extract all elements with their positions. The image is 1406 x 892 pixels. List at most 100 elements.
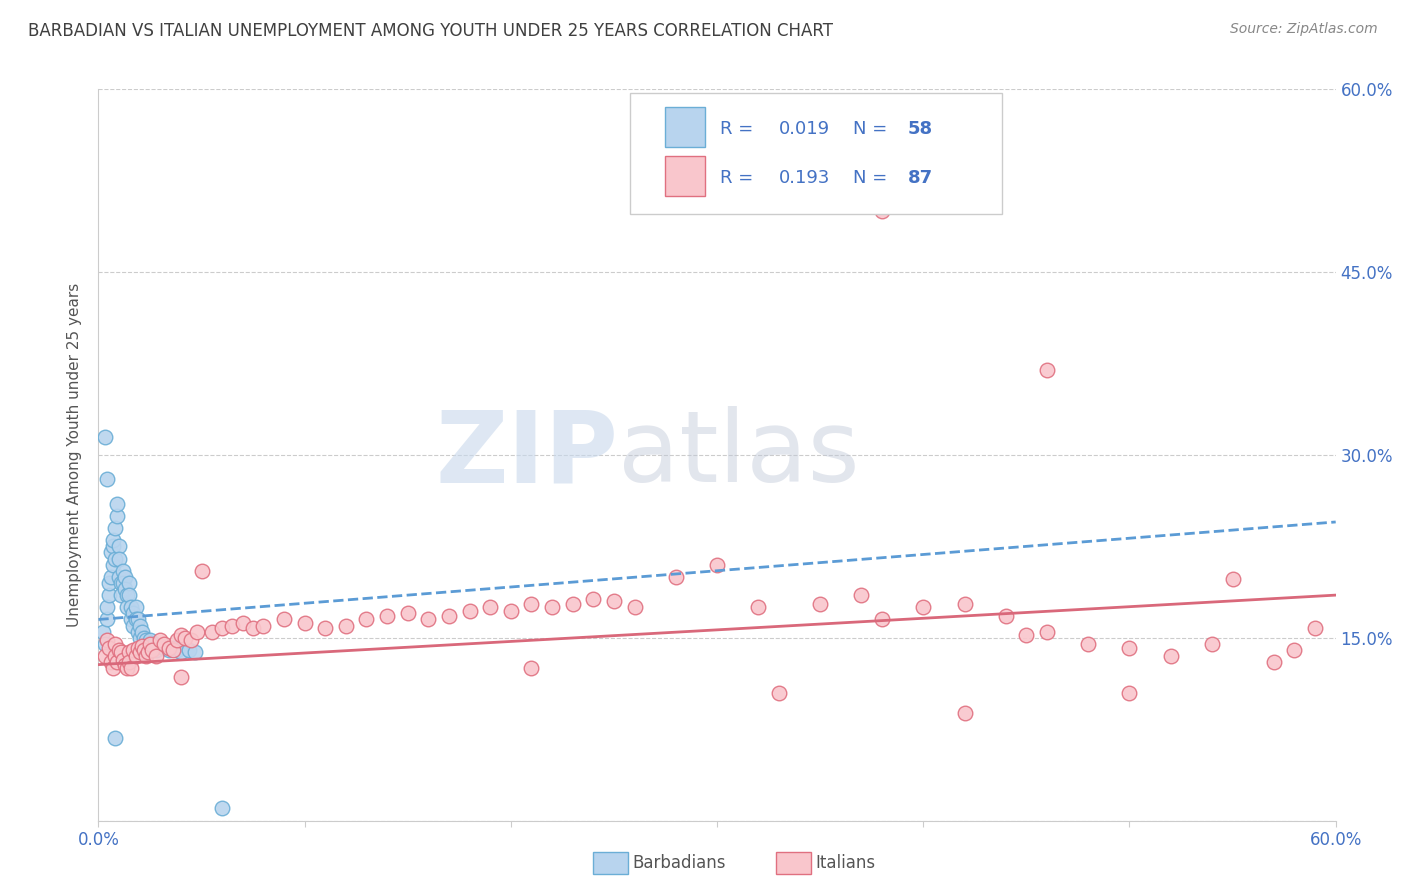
Point bbox=[170, 628, 193, 642]
Point bbox=[122, 643, 145, 657]
Point bbox=[101, 533, 124, 548]
Point bbox=[1015, 628, 1038, 642]
Point bbox=[131, 624, 153, 639]
Text: Source: ZipAtlas.com: Source: ZipAtlas.com bbox=[1230, 22, 1378, 37]
Point bbox=[232, 616, 254, 631]
Point bbox=[912, 600, 935, 615]
Text: R =: R = bbox=[720, 120, 758, 137]
Text: Italians: Italians bbox=[815, 855, 876, 872]
Point bbox=[768, 686, 790, 700]
Point bbox=[141, 640, 163, 655]
Point bbox=[294, 616, 316, 631]
Point bbox=[603, 594, 626, 608]
Point bbox=[170, 645, 193, 659]
Point bbox=[118, 588, 141, 602]
Point bbox=[139, 637, 162, 651]
Point bbox=[808, 597, 831, 611]
Point bbox=[104, 521, 127, 535]
Point bbox=[93, 430, 115, 444]
Point bbox=[128, 645, 150, 659]
Point bbox=[110, 645, 132, 659]
Point bbox=[162, 640, 184, 655]
Point bbox=[994, 608, 1017, 623]
Point bbox=[104, 637, 127, 651]
Point bbox=[153, 640, 176, 655]
Point bbox=[953, 706, 976, 721]
Point bbox=[124, 649, 146, 664]
Point bbox=[122, 618, 145, 632]
Point bbox=[108, 570, 131, 584]
Point bbox=[127, 613, 149, 627]
Text: Barbadians: Barbadians bbox=[633, 855, 727, 872]
Point bbox=[870, 613, 893, 627]
Point bbox=[953, 597, 976, 611]
Point bbox=[128, 618, 150, 632]
Point bbox=[108, 643, 131, 657]
Point bbox=[1077, 637, 1099, 651]
Point bbox=[96, 600, 118, 615]
Point bbox=[117, 600, 139, 615]
Point bbox=[211, 801, 233, 815]
Point bbox=[118, 655, 141, 669]
Point bbox=[1222, 572, 1244, 586]
Point bbox=[120, 661, 142, 675]
Point bbox=[180, 633, 202, 648]
Point bbox=[166, 633, 188, 648]
Text: 58: 58 bbox=[908, 120, 932, 137]
Point bbox=[114, 582, 136, 596]
Text: 0.193: 0.193 bbox=[779, 169, 831, 186]
Point bbox=[132, 631, 155, 645]
Point bbox=[520, 597, 543, 611]
Point bbox=[623, 600, 645, 615]
Point bbox=[145, 643, 167, 657]
Point bbox=[100, 570, 122, 584]
Point bbox=[112, 653, 135, 667]
Point bbox=[135, 633, 157, 648]
Point bbox=[105, 508, 128, 523]
Point bbox=[143, 637, 166, 651]
Point bbox=[108, 539, 131, 553]
Point bbox=[170, 670, 193, 684]
Text: N =: N = bbox=[853, 169, 893, 186]
Point bbox=[104, 731, 127, 745]
Point bbox=[93, 637, 115, 651]
Point bbox=[127, 624, 149, 639]
Point bbox=[747, 600, 769, 615]
Point bbox=[97, 588, 120, 602]
Point bbox=[335, 618, 357, 632]
Point bbox=[110, 576, 132, 591]
Point bbox=[166, 643, 188, 657]
Point bbox=[706, 558, 728, 572]
Point bbox=[114, 657, 136, 672]
Point bbox=[101, 539, 124, 553]
Point bbox=[1036, 362, 1059, 376]
Point bbox=[118, 645, 141, 659]
Point bbox=[131, 640, 153, 654]
Text: atlas: atlas bbox=[619, 407, 859, 503]
Point bbox=[135, 649, 157, 664]
Point bbox=[105, 497, 128, 511]
Point bbox=[201, 624, 224, 639]
Point bbox=[120, 613, 142, 627]
Point bbox=[101, 661, 124, 675]
Point bbox=[124, 600, 146, 615]
Point bbox=[1160, 649, 1182, 664]
Bar bbox=[665, 155, 704, 196]
Point bbox=[541, 600, 564, 615]
Point bbox=[479, 600, 502, 615]
Point bbox=[112, 576, 135, 591]
Point bbox=[273, 613, 295, 627]
Point bbox=[314, 621, 336, 635]
Point bbox=[1303, 621, 1326, 635]
Point bbox=[108, 551, 131, 566]
Point bbox=[184, 645, 207, 659]
Point bbox=[162, 643, 184, 657]
Point bbox=[101, 558, 124, 572]
Text: BARBADIAN VS ITALIAN UNEMPLOYMENT AMONG YOUTH UNDER 25 YEARS CORRELATION CHART: BARBADIAN VS ITALIAN UNEMPLOYMENT AMONG … bbox=[28, 22, 834, 40]
Point bbox=[124, 613, 146, 627]
Point bbox=[157, 640, 180, 655]
Point bbox=[437, 608, 460, 623]
Point bbox=[145, 649, 167, 664]
Point bbox=[499, 604, 522, 618]
Point bbox=[851, 588, 873, 602]
